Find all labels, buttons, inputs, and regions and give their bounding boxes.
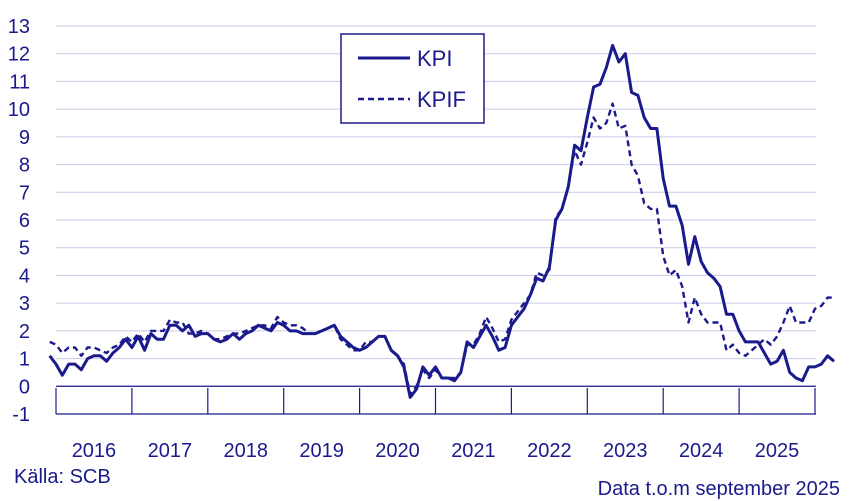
source-label: Källa: SCB	[14, 466, 111, 488]
y-tick-label: 2	[19, 321, 30, 343]
y-tick-label: 9	[19, 127, 30, 149]
y-tick-label: 7	[19, 182, 30, 204]
x-tick-label: 2016	[72, 440, 117, 462]
series-lines	[48, 43, 835, 399]
x-tick-label: 2017	[148, 440, 193, 462]
x-tick-label: 2022	[527, 440, 572, 462]
y-tick-label: 10	[8, 99, 30, 121]
x-tick-label: 2019	[299, 440, 344, 462]
x-tick-label: 2023	[603, 440, 648, 462]
y-tick-label: 11	[9, 71, 30, 93]
y-tick-label: 8	[19, 155, 30, 177]
x-axis: 2016 2017 2018 2019 2020 2021 2022 2023 2024 2025	[55, 385, 816, 462]
y-tick-label: 5	[19, 238, 30, 260]
legend-box	[340, 33, 485, 124]
legend: KPI KPIF	[340, 33, 485, 124]
legend-label-kpif: KPIF	[417, 87, 466, 112]
y-tick-label: 13	[8, 16, 30, 38]
y-tick-label: 0	[19, 376, 30, 398]
y-tick-label: 4	[19, 265, 30, 287]
x-tick-label: 2021	[451, 440, 496, 462]
data-note: Data t.o.m september 2025	[597, 478, 840, 500]
x-tick-label: 2020	[375, 440, 420, 462]
x-tick-label: 2018	[224, 440, 269, 462]
series-line-kpif	[49, 102, 834, 396]
x-tick-label: 2025	[755, 440, 800, 462]
y-tick-label: 3	[19, 293, 30, 315]
legend-label-kpi: KPI	[417, 46, 452, 71]
y-tick-label: 6	[19, 210, 30, 232]
x-tick-label: 2024	[679, 440, 724, 462]
y-tick-label: 1	[19, 349, 30, 371]
y-tick-label: 12	[8, 44, 30, 66]
y-tick-label: -1	[12, 404, 30, 426]
